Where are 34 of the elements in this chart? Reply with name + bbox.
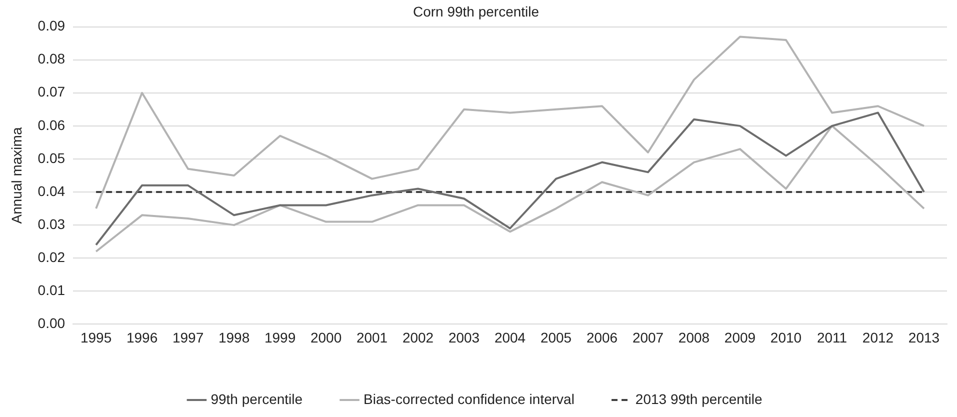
x-tick-label: 1996 — [126, 329, 158, 346]
x-tick-label: 2003 — [448, 329, 480, 346]
x-tick-label: 2000 — [310, 329, 342, 346]
y-tick-label: 0.01 — [38, 282, 66, 298]
x-tick-label: 1998 — [218, 329, 250, 346]
y-tick-label: 0.04 — [38, 182, 66, 199]
x-tick-label: 2011 — [816, 329, 848, 346]
y-tick-label: 0.06 — [38, 116, 66, 133]
x-tick-label: 2004 — [494, 329, 526, 346]
x-tick-label: 2013 — [908, 329, 940, 346]
x-tick-label: 2006 — [586, 329, 618, 346]
y-tick-label: 0.08 — [38, 50, 66, 67]
chart-title: Corn 99th percentile — [412, 3, 540, 20]
x-tick-label: 2009 — [724, 329, 756, 346]
y-tick-label: 0.07 — [38, 84, 66, 100]
x-tick-label: 2002 — [402, 329, 434, 346]
x-tick-label: 2007 — [632, 329, 664, 346]
x-tick-label: 2001 — [356, 329, 388, 346]
x-tick-label: 2008 — [678, 329, 710, 346]
x-tick-label: 2010 — [770, 329, 802, 346]
x-tick-label: 1999 — [264, 329, 296, 346]
y-tick-label: 0.09 — [38, 18, 66, 34]
x-tick-label: 1997 — [172, 329, 204, 346]
y-tick-label: 0.00 — [38, 315, 66, 332]
y-axis-title: Annual maxima — [8, 127, 24, 224]
legend-label: 2013 99th percentile — [635, 390, 763, 407]
x-tick-label: 2005 — [540, 329, 572, 346]
y-tick-label: 0.03 — [38, 216, 66, 232]
x-tick-label: 2012 — [862, 329, 894, 346]
y-tick-label: 0.02 — [38, 248, 66, 265]
legend-label: Bias-corrected confidence interval — [364, 390, 574, 407]
legend-label: 99th percentile — [210, 390, 303, 407]
y-tick-label: 0.05 — [38, 150, 66, 166]
x-tick-label: 1995 — [80, 329, 112, 346]
